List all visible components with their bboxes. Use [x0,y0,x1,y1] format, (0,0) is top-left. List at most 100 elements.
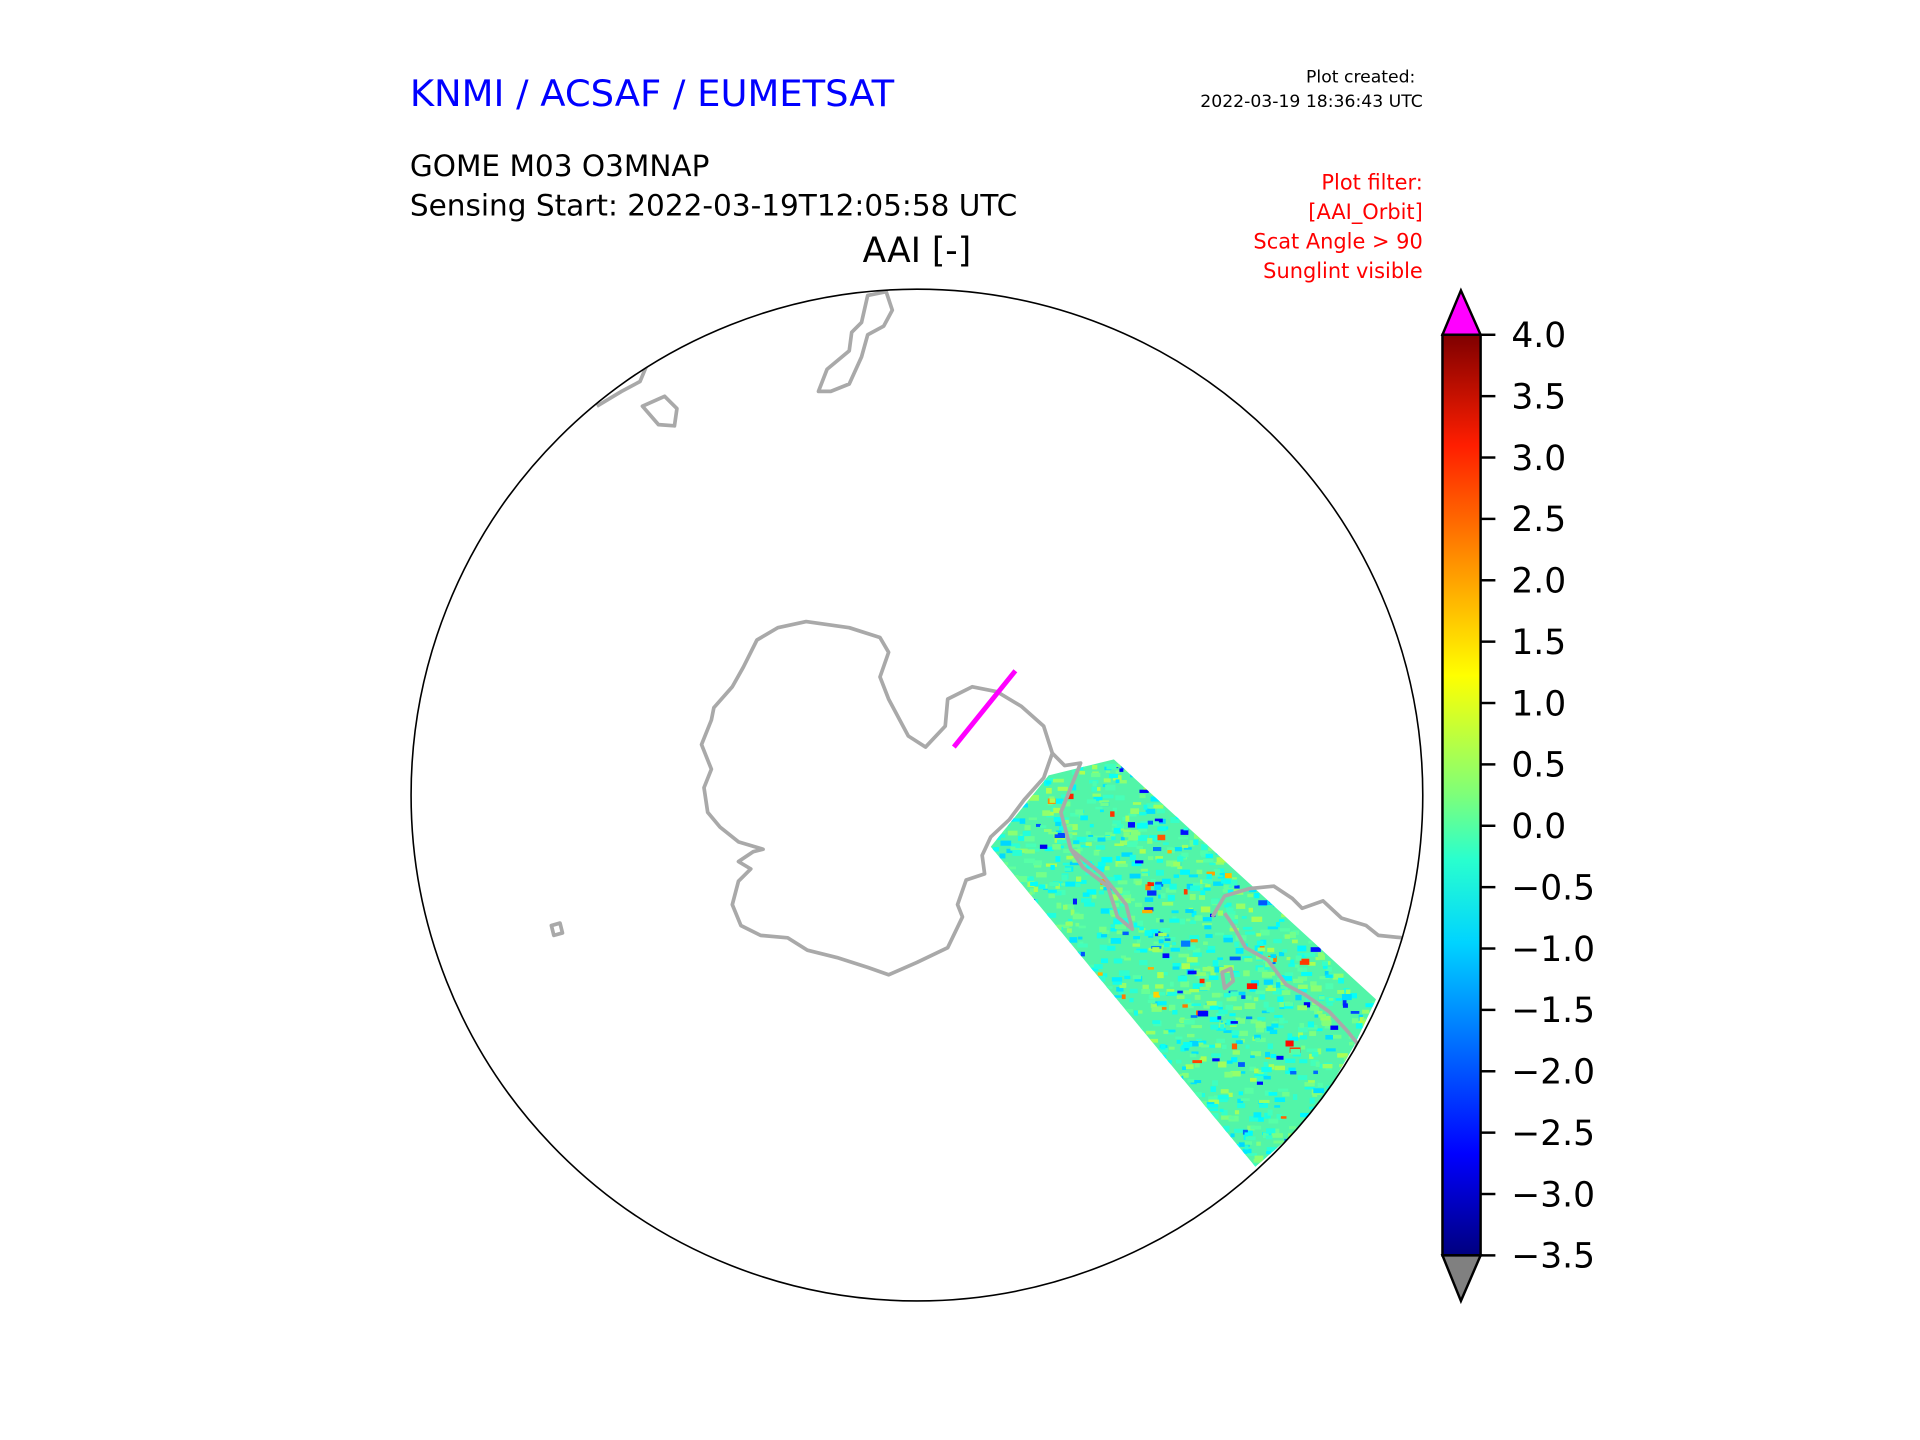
swath-pixel [1055,1147,1060,1154]
swath-pixel [1145,1160,1152,1164]
swath-pixel [1289,931,1296,938]
swath-pixel [1115,770,1120,774]
swath-pixel [1274,771,1282,774]
swath-pixel [1158,992,1166,996]
swath-pixel [1050,864,1055,870]
swath-pixel [1100,1056,1108,1061]
swath-pixel [1181,852,1189,858]
swath-pixel [990,784,995,789]
filter-line: Plot filter: [1321,171,1422,195]
swath-pixel [1350,993,1357,999]
swath-pixel [1380,833,1388,836]
swath-pixel [990,1122,992,1129]
swath-pixel [1184,998,1191,1003]
swath-pixel [1197,1010,1209,1017]
swath-pixel [1328,1119,1332,1124]
swath-pixel [1242,956,1252,960]
colorbar-tick-label: 0.0 [1511,807,1566,847]
swath-pixel [1072,858,1079,863]
swath-pixel [1388,796,1396,801]
swath-pixel [1101,930,1110,935]
swath-pixel [1144,897,1154,902]
swath-pixel [1230,1021,1238,1024]
swath-pixel [1374,1095,1376,1100]
swath-pixel [1355,1140,1365,1144]
swath-pixel [1257,1117,1264,1122]
swath-pixel [1297,945,1307,952]
swath-pixel [1051,992,1061,996]
swath-pixel [1012,849,1022,856]
swath-pixel [1007,1021,1012,1028]
swath-pixel [1195,1092,1202,1098]
swath-pixel [1310,1059,1319,1066]
swath-pixel [1191,910,1197,917]
swath-pixel [1188,1144,1196,1148]
swath-pixel [1037,997,1045,1000]
swath-pixel [1152,1020,1161,1024]
swath-pixel [1272,769,1283,772]
swath-pixel [1001,944,1013,948]
swath-pixel [1096,1048,1102,1054]
swath-pixel [1047,1053,1052,1060]
swath-pixel [1188,1145,1199,1151]
swath-pixel [1014,952,1026,956]
swath-pixel [1017,759,1027,763]
swath-pixel [998,1114,1010,1120]
swath-pixel [1297,1075,1308,1081]
swath-pixel [1209,1016,1220,1023]
swath-pixel [1200,890,1206,896]
swath-pixel [1073,840,1080,844]
swath-pixel [1209,1165,1221,1167]
swath-pixel [1213,881,1224,886]
swath-pixel [1196,869,1203,875]
swath-pixel [1332,854,1342,859]
swath-pixel [1052,1112,1057,1119]
swath-pixel [1328,879,1339,883]
swath-pixel [1381,1149,1385,1153]
swath-pixel [1065,904,1075,910]
swath-pixel [1336,922,1343,929]
swath-pixel [1357,1125,1365,1132]
swath-pixel [1171,1121,1178,1126]
swath-pixel [1108,1048,1118,1052]
swath-pixel [1149,1108,1156,1113]
swath-pixel [1322,1063,1333,1069]
swath-pixel [1032,1147,1042,1153]
swath-pixel [1350,926,1358,932]
swath-pixel [1222,1165,1233,1167]
swath-pixel [1235,947,1244,954]
swath-pixel [1125,1030,1137,1035]
swath-pixel [1110,927,1117,932]
swath-pixel [1095,1012,1107,1018]
swath-pixel [1206,1044,1216,1048]
swath-pixel [1078,936,1083,940]
swath-pixel [1037,1040,1048,1045]
swath-pixel [1302,882,1309,887]
swath-pixel [1221,830,1232,835]
swath-pixel [1387,834,1398,839]
swath-pixel [1318,996,1325,1000]
swath-pixel [1290,1049,1301,1055]
swath-pixel [1070,812,1079,817]
swath-pixel [1234,1128,1245,1133]
swath-pixel [1259,994,1266,1000]
swath-pixel [1295,994,1302,1001]
swath-pixel [1089,823,1094,828]
swath-pixel [1292,857,1303,861]
swath-pixel [1168,1046,1175,1050]
swath-pixel [1129,988,1138,994]
swath-pixel [1309,1053,1314,1059]
swath-pixel [1382,970,1389,976]
swath-pixel [1165,1160,1174,1164]
swath-pixel [973,866,982,872]
swath-pixel [1194,994,1201,1000]
swath-pixel [990,997,997,1001]
swath-pixel [1223,1125,1230,1132]
swath-pixel [1047,1010,1058,1015]
swath-pixel [1214,759,1223,764]
swath-pixel [1186,1033,1195,1038]
swath-pixel [1057,1083,1068,1089]
swath-pixel [1129,873,1141,879]
swath-pixel [1243,829,1252,835]
